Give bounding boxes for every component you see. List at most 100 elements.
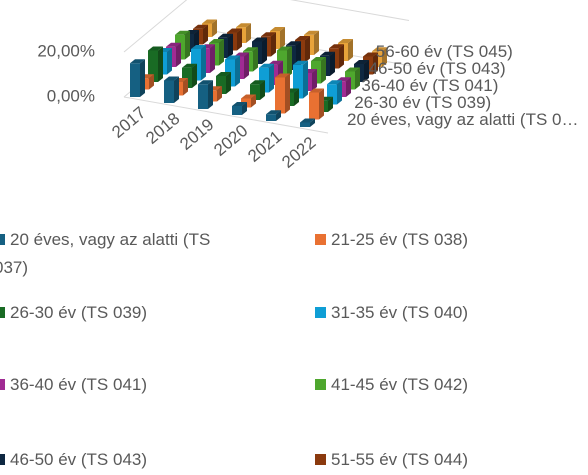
bar	[198, 80, 213, 109]
bar-top	[193, 24, 208, 29]
bar-top	[270, 27, 285, 31]
bar-top	[202, 19, 217, 24]
bar-front	[148, 50, 158, 82]
bar-side	[312, 69, 317, 91]
bar-side	[280, 27, 285, 49]
legend-label: 36-40 év (TS 041)	[10, 375, 148, 394]
depth-label: 20 éves, vagy az alatti (TS 037)	[347, 110, 580, 129]
bar-top	[277, 46, 292, 51]
bar-front	[232, 106, 242, 115]
bar-top	[243, 47, 258, 52]
legend-item: 20 éves, vagy az alatti (TS 037)	[0, 226, 230, 282]
bar-front	[300, 122, 310, 127]
legend-label: 31-35 év (TS 040)	[331, 303, 469, 322]
bar-top	[175, 30, 190, 35]
bar-top	[300, 118, 315, 123]
bar-top	[329, 44, 344, 49]
legend-item: 41-45 év (TS 042)	[315, 371, 575, 399]
bar-side	[217, 86, 222, 102]
bar	[148, 46, 163, 82]
bar-side	[244, 52, 249, 79]
bar-side	[364, 60, 369, 82]
bar-side	[228, 33, 233, 58]
legend-item: 26-30 év (TS 039)	[0, 299, 230, 327]
bar-top	[309, 88, 324, 93]
bar-side	[192, 63, 197, 88]
legend-swatch	[315, 307, 326, 318]
bar-side	[303, 60, 308, 99]
legend-swatch	[0, 234, 5, 245]
bar-top	[327, 80, 342, 85]
bar-side	[321, 57, 326, 84]
bar-top	[216, 72, 231, 76]
bar-side	[140, 59, 145, 97]
legend-swatch	[315, 379, 326, 390]
bar-top	[354, 60, 369, 64]
legend-label: 41-45 év (TS 042)	[331, 375, 469, 394]
bar-top	[293, 60, 308, 65]
bar	[164, 76, 179, 103]
bar-top	[363, 52, 378, 57]
bar-top	[166, 42, 181, 47]
bar-front	[182, 67, 192, 88]
bar-top	[191, 45, 206, 49]
bar-top	[304, 30, 319, 35]
bar-top	[218, 33, 233, 38]
bar-top	[232, 102, 247, 106]
bar-top	[261, 32, 276, 37]
legend-item: 31-35 év (TS 040)	[315, 299, 575, 327]
bar-front	[266, 114, 276, 121]
bar-side	[219, 39, 224, 66]
bar-side	[262, 37, 267, 64]
bar	[293, 60, 308, 99]
bar-front	[164, 80, 174, 103]
bar	[275, 73, 290, 114]
bar	[259, 63, 274, 93]
bar-side	[348, 39, 353, 61]
bar-side	[346, 77, 351, 97]
bar-side	[253, 47, 258, 72]
bar-front	[293, 64, 303, 99]
bar-side	[149, 74, 154, 90]
bar-side	[294, 88, 299, 106]
bar-front	[309, 92, 319, 120]
bar-front	[259, 67, 269, 93]
bar-side	[210, 44, 215, 73]
bar-side	[260, 80, 265, 100]
depth-label: 36-40 év (TS 041)	[361, 76, 499, 95]
bar-side	[319, 88, 324, 120]
bar-side	[328, 96, 333, 112]
bar-top	[252, 37, 267, 42]
legend-label: 21-25 év (TS 038)	[331, 230, 469, 249]
bar	[327, 80, 342, 105]
bar-front	[327, 84, 337, 105]
bar-top	[266, 110, 281, 115]
legend-swatch	[0, 454, 5, 465]
bar-side	[314, 30, 319, 55]
bar	[232, 102, 247, 115]
bar-top	[241, 94, 256, 99]
bar-top	[259, 63, 274, 68]
bar-top	[209, 39, 224, 43]
bar-front	[250, 84, 260, 100]
bar-side	[183, 78, 188, 96]
bar-side	[174, 76, 179, 103]
bar-side	[330, 51, 335, 76]
grid-line	[123, 0, 410, 53]
bar-top	[286, 41, 301, 46]
legend-label: 46-50 év (TS 043)	[10, 450, 148, 469]
bar-side	[226, 72, 231, 94]
bar	[300, 118, 315, 127]
bar-side	[242, 102, 247, 115]
bar-top	[236, 23, 251, 28]
legend-swatch	[315, 454, 326, 465]
legend-swatch	[0, 379, 5, 390]
bar-side	[208, 80, 213, 109]
bar-side	[185, 30, 190, 60]
bar-top	[338, 39, 353, 43]
bar-side	[382, 47, 387, 67]
legend-label: 51-55 év (TS 044)	[331, 450, 469, 469]
bar-side	[310, 118, 315, 127]
